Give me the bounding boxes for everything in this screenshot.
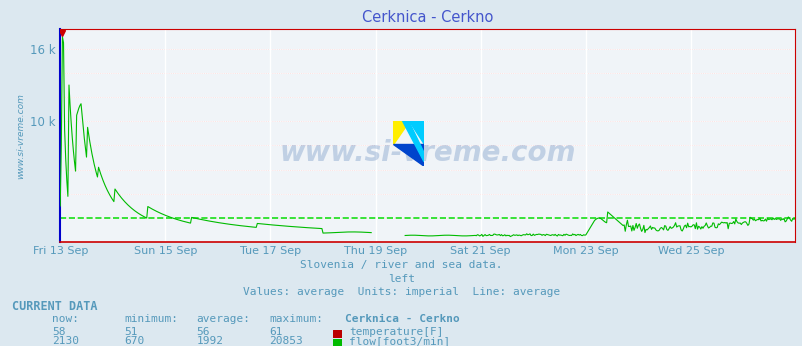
Text: temperature[F]: temperature[F] — [349, 327, 444, 337]
Y-axis label: www.si-vreme.com: www.si-vreme.com — [17, 93, 26, 179]
Title: Cerknica - Cerkno: Cerknica - Cerkno — [362, 10, 492, 26]
Text: maximum:: maximum: — [269, 315, 322, 325]
Text: CURRENT DATA: CURRENT DATA — [12, 300, 97, 313]
Text: left: left — [387, 274, 415, 284]
Text: Values: average  Units: imperial  Line: average: Values: average Units: imperial Line: av… — [242, 287, 560, 297]
Text: Slovenia / river and sea data.: Slovenia / river and sea data. — [300, 260, 502, 270]
Text: 51: 51 — [124, 327, 138, 337]
Text: flow[foot3/min]: flow[foot3/min] — [349, 336, 450, 346]
Text: 2130: 2130 — [52, 336, 79, 346]
Text: Cerknica - Cerkno: Cerknica - Cerkno — [345, 315, 460, 325]
Text: 58: 58 — [52, 327, 66, 337]
Polygon shape — [408, 121, 423, 144]
Text: minimum:: minimum: — [124, 315, 178, 325]
Text: 20853: 20853 — [269, 336, 302, 346]
Polygon shape — [402, 121, 423, 162]
Polygon shape — [393, 144, 423, 166]
Text: www.si-vreme.com: www.si-vreme.com — [279, 139, 575, 167]
Polygon shape — [393, 121, 408, 144]
Text: 1992: 1992 — [196, 336, 224, 346]
Text: average:: average: — [196, 315, 250, 325]
Text: 670: 670 — [124, 336, 144, 346]
Text: 56: 56 — [196, 327, 210, 337]
Text: 61: 61 — [269, 327, 282, 337]
Text: now:: now: — [52, 315, 79, 325]
